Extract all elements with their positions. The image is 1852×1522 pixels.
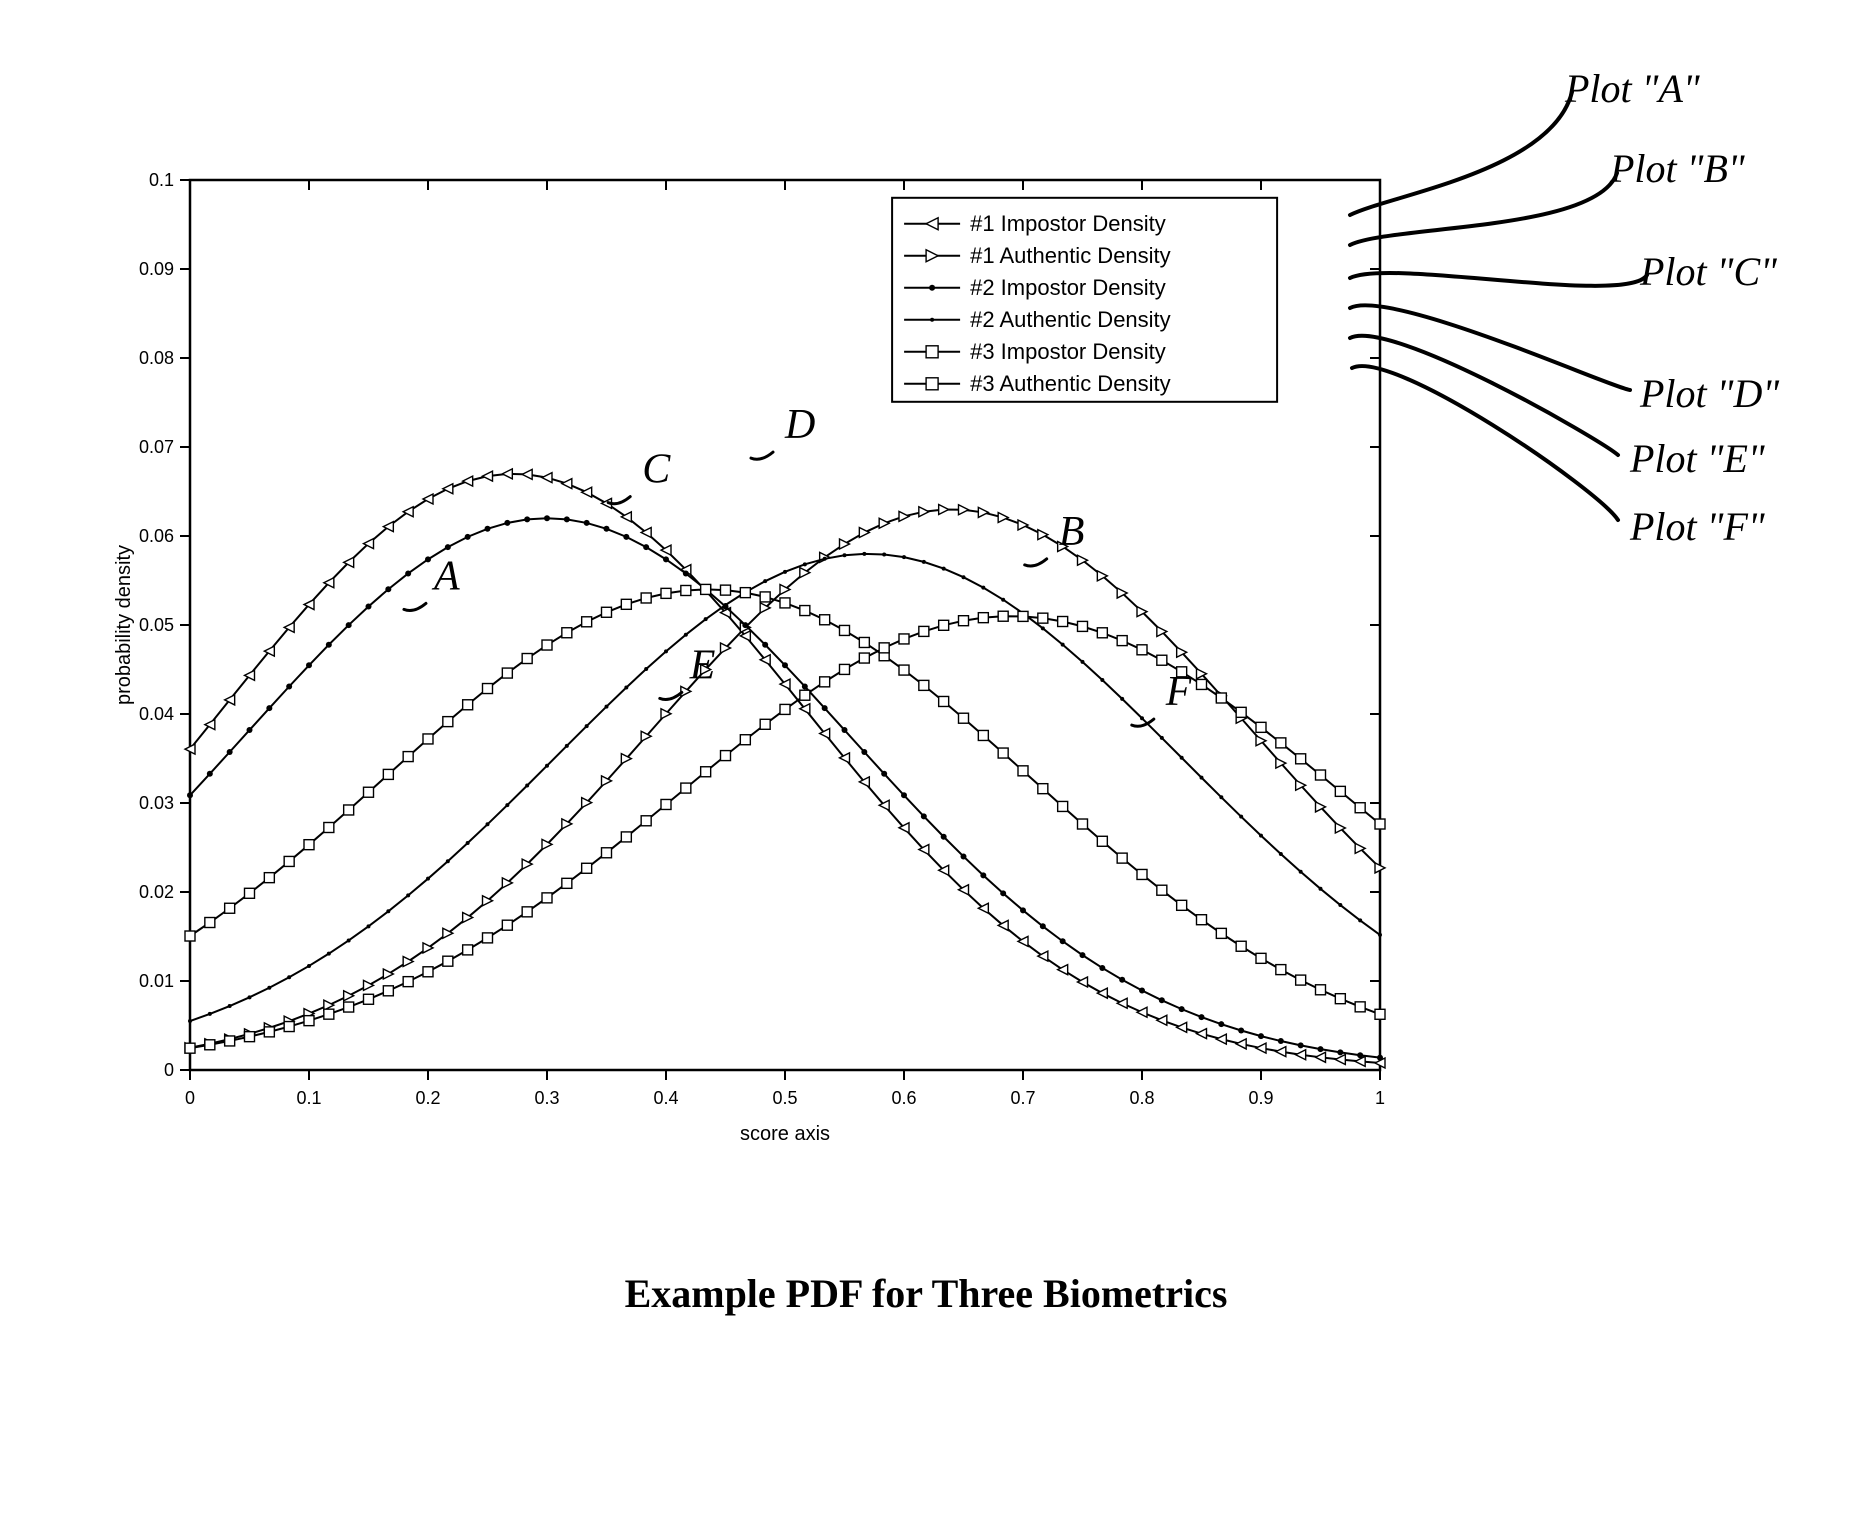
curve-label-D: D xyxy=(784,402,815,448)
curve-label-A: A xyxy=(431,553,460,599)
legend-label-D: #2 Authentic Density xyxy=(970,307,1171,332)
annotation-D: Plot "D" xyxy=(1640,370,1779,417)
x-tick-label: 0 xyxy=(185,1088,195,1108)
curve-label-E: E xyxy=(689,642,716,688)
y-tick-label: 0.03 xyxy=(139,793,174,813)
annotation-C: Plot "C" xyxy=(1640,248,1777,295)
curve-label-B: B xyxy=(1059,509,1085,555)
figure-caption: Example PDF for Three Biometrics xyxy=(0,1270,1852,1317)
legend-label-F: #3 Authentic Density xyxy=(970,371,1171,396)
annotation-E: Plot "E" xyxy=(1630,435,1765,482)
legend-label-E: #3 Impostor Density xyxy=(970,339,1166,364)
y-tick-label: 0.08 xyxy=(139,348,174,368)
annotation-B: Plot "B" xyxy=(1610,145,1745,192)
y-tick-label: 0.05 xyxy=(139,615,174,635)
x-tick-label: 0.7 xyxy=(1010,1088,1035,1108)
y-tick-label: 0.04 xyxy=(139,704,174,724)
x-tick-label: 0.8 xyxy=(1129,1088,1154,1108)
x-tick-label: 0.5 xyxy=(772,1088,797,1108)
curve-label-F: F xyxy=(1165,669,1192,715)
legend-label-B: #1 Authentic Density xyxy=(970,243,1171,268)
y-tick-label: 0.01 xyxy=(139,971,174,991)
page: 0 0.1 0.2 0.3 0.4 0.5 0.6 0.7 0.8 0.9 1 0 0.01 0.02 0.… xyxy=(0,0,1852,1522)
annotation-F: Plot "F" xyxy=(1630,503,1765,550)
x-tick-label: 0.4 xyxy=(653,1088,678,1108)
y-axis-label: probability density xyxy=(113,545,135,705)
y-tick-label: 0.07 xyxy=(139,437,174,457)
pdf-chart: 0 0.1 0.2 0.3 0.4 0.5 0.6 0.7 0.8 0.9 1 0 0.01 0.02 0.… xyxy=(100,160,1400,1190)
x-tick-label: 0.6 xyxy=(891,1088,916,1108)
x-tick-label: 0.2 xyxy=(415,1088,440,1108)
x-tick-label: 0.1 xyxy=(296,1088,321,1108)
y-tick-label: 0.09 xyxy=(139,259,174,279)
y-tick-label: 0.02 xyxy=(139,882,174,902)
y-tick-label: 0.1 xyxy=(149,170,174,190)
y-tick-label: 0 xyxy=(164,1060,174,1080)
legend-label-A: #1 Impostor Density xyxy=(970,211,1166,236)
annotation-A: Plot "A" xyxy=(1565,65,1700,112)
x-tick-label: 0.9 xyxy=(1248,1088,1273,1108)
curve-label-C: C xyxy=(642,447,671,493)
x-tick-label: 0.3 xyxy=(534,1088,559,1108)
x-tick-label: 1 xyxy=(1375,1088,1385,1108)
y-tick-label: 0.06 xyxy=(139,526,174,546)
x-axis-label: score axis xyxy=(740,1123,830,1145)
legend: #1 Impostor Density #1 Authentic Density #… xyxy=(892,198,1277,402)
legend-label-C: #2 Impostor Density xyxy=(970,275,1166,300)
